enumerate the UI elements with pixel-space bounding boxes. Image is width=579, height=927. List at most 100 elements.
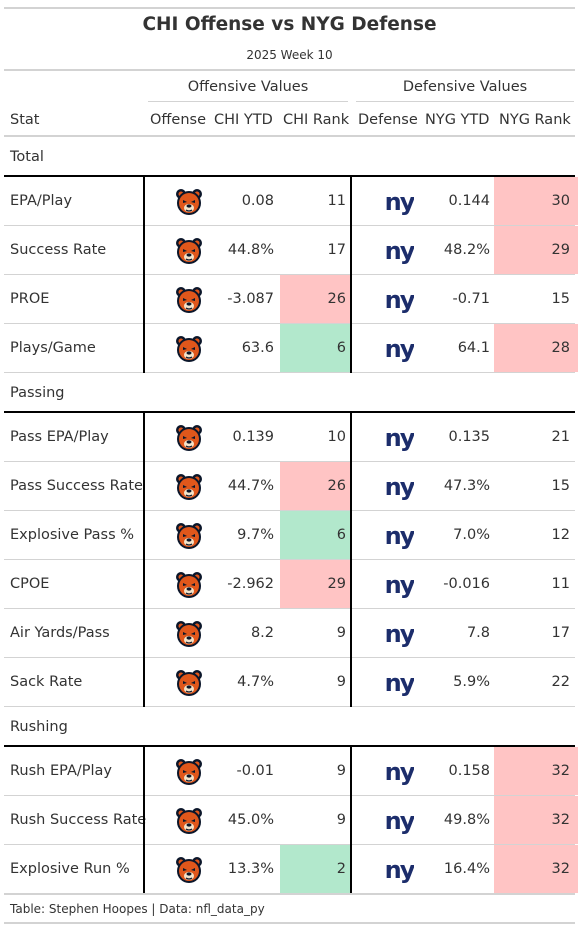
chi-rank-value: 26: [327, 478, 346, 494]
col-header-chi-rank: CHI Rank: [283, 112, 350, 128]
nyg-rank-value: 29: [551, 242, 570, 258]
svg-text:ny: ny: [385, 237, 414, 265]
nyg-rank-value: 15: [551, 291, 570, 307]
giants-logo-icon: ny: [384, 619, 418, 649]
chi-rank-value: 26: [327, 291, 346, 307]
stat-name: Air Yards/Pass: [10, 625, 110, 641]
bears-logo-icon: [174, 855, 204, 885]
chi-rank-value: 9: [336, 763, 346, 779]
bears-logo-icon: [174, 285, 204, 315]
nyg-rank-value: 17: [551, 625, 570, 641]
end-rule: [4, 922, 575, 924]
table-title: CHI Offense vs NYG Defense: [142, 14, 437, 35]
bears-logo-icon: [174, 521, 204, 551]
stat-name: Explosive Run %: [10, 861, 130, 877]
header-rule: [4, 69, 575, 71]
top-rule: [4, 7, 575, 9]
defensive-values-spanner: Defensive Values: [402, 79, 528, 95]
chi-rank-value: 9: [336, 674, 346, 690]
group-divider: [4, 411, 575, 413]
chi-ytd-value: -0.01: [236, 763, 274, 779]
nyg-ytd-value: 16.4%: [443, 861, 490, 877]
chi-ytd-value: -2.962: [227, 576, 274, 592]
table-row: Plays/Game 63.6 6 ny 64.1 28: [4, 324, 578, 373]
defensive-spanner-line: [356, 101, 574, 102]
table-row: Pass Success Rate 44.7% 26 ny 47.3% 15: [4, 462, 575, 511]
chi-rank-highlight: [280, 462, 352, 510]
col-header-defense: Defense: [358, 112, 418, 128]
nyg-rank-value: 15: [551, 478, 570, 494]
svg-text:ny: ny: [385, 188, 414, 216]
bottom-rule: [4, 893, 575, 895]
group-label: Rushing: [10, 719, 68, 735]
svg-text:ny: ny: [385, 807, 414, 835]
svg-text:ny: ny: [385, 620, 414, 648]
nyg-rank-highlight: [494, 177, 578, 225]
svg-text:ny: ny: [385, 522, 414, 550]
row-divider: [4, 323, 575, 324]
chi-rank-highlight: [280, 845, 352, 893]
bears-logo-icon: [174, 423, 204, 453]
giants-logo-icon: ny: [384, 285, 418, 315]
nyg-rank-value: 32: [551, 812, 570, 828]
giants-logo-icon: ny: [384, 806, 418, 836]
table-row: Pass EPA/Play 0.139 10 ny 0.135 21: [4, 413, 575, 462]
nyg-ytd-value: 5.9%: [453, 674, 490, 690]
table-row: EPA/Play 0.08 11 ny 0.144 30: [4, 177, 578, 226]
giants-logo-icon: ny: [384, 668, 418, 698]
row-divider: [4, 844, 575, 845]
table-row: Success Rate 44.8% 17 ny 48.2% 29: [4, 226, 578, 275]
chi-ytd-value: 63.6: [241, 340, 274, 356]
nyg-ytd-value: 64.1: [457, 340, 490, 356]
stat-name: Pass Success Rate: [10, 478, 143, 494]
row-divider: [4, 706, 575, 707]
stat-name: EPA/Play: [10, 193, 73, 209]
chi-rank-value: 6: [336, 527, 346, 543]
nyg-rank-highlight: [494, 324, 578, 372]
chi-ytd-value: 44.8%: [227, 242, 274, 258]
nyg-rank-highlight: [494, 796, 578, 844]
table-row: CPOE -2.962 29 ny -0.016 11: [4, 560, 575, 609]
nyg-ytd-value: 48.2%: [443, 242, 490, 258]
bears-logo-icon: [174, 619, 204, 649]
chi-ytd-value: 13.3%: [227, 861, 274, 877]
nyg-rank-value: 30: [551, 193, 570, 209]
giants-logo-icon: ny: [384, 236, 418, 266]
giants-logo-icon: ny: [384, 855, 418, 885]
offensive-spanner-line: [148, 101, 348, 102]
group-label: Total: [10, 149, 44, 165]
nyg-rank-highlight: [494, 226, 578, 274]
row-divider: [4, 461, 575, 462]
bears-logo-icon: [174, 472, 204, 502]
svg-text:ny: ny: [385, 669, 414, 697]
offense-defense-border: [350, 175, 352, 373]
chi-rank-value: 2: [336, 861, 346, 877]
nyg-rank-value: 12: [551, 527, 570, 543]
row-divider: [4, 608, 575, 609]
svg-text:ny: ny: [385, 758, 414, 786]
nyg-rank-value: 32: [551, 861, 570, 877]
offense-defense-border: [350, 745, 352, 894]
bears-logo-icon: [174, 806, 204, 836]
table-row: Rush EPA/Play -0.01 9 ny 0.158 32: [4, 747, 578, 796]
stat-name: Rush EPA/Play: [10, 763, 112, 779]
stat-name: Pass EPA/Play: [10, 429, 109, 445]
stat-column-border: [143, 175, 145, 373]
row-divider: [4, 274, 575, 275]
chi-ytd-value: -3.087: [227, 291, 274, 307]
chi-ytd-value: 45.0%: [227, 812, 274, 828]
bears-logo-icon: [174, 757, 204, 787]
nyg-rank-value: 11: [551, 576, 570, 592]
svg-text:ny: ny: [385, 335, 414, 363]
stat-name: Sack Rate: [10, 674, 83, 690]
column-header-rule: [4, 135, 575, 137]
svg-text:ny: ny: [385, 473, 414, 501]
chi-rank-value: 17: [327, 242, 346, 258]
bears-logo-icon: [174, 187, 204, 217]
chi-ytd-value: 4.7%: [237, 674, 274, 690]
stat-name: Rush Success Rate: [10, 812, 147, 828]
giants-logo-icon: ny: [384, 187, 418, 217]
row-divider: [4, 559, 575, 560]
nyg-ytd-value: 7.8: [466, 625, 490, 641]
